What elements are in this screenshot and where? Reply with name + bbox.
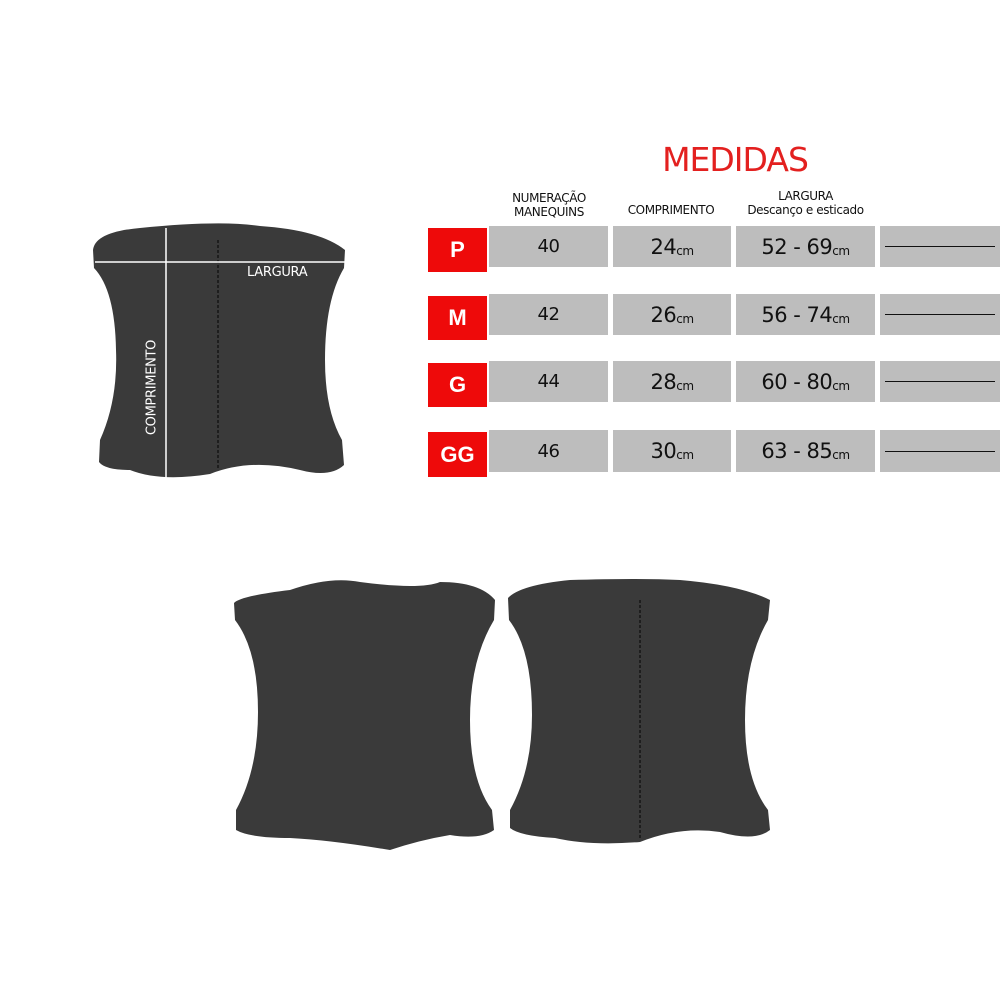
header-comprimento: COMPRIMENTO (627, 203, 715, 217)
header-largura: LARGURA Descanço e esticado (728, 189, 883, 217)
size-badge: M (428, 296, 487, 340)
page-title: MEDIDAS (662, 140, 809, 179)
manequim-cell: 42 (489, 294, 608, 335)
comprimento-value: 24 (650, 234, 677, 259)
manequim-value: 44 (537, 371, 560, 392)
blank-cell (880, 361, 1000, 402)
manequim-cell: 44 (489, 361, 608, 402)
header-numeracao: NUMERAÇÃO MANEQUINS (490, 191, 608, 219)
size-badge: P (428, 228, 487, 272)
comprimento-cell: 30 cm (613, 430, 731, 472)
corset-front-image (234, 580, 495, 850)
unit-label: cm (676, 448, 694, 462)
comprimento-value: 30 (650, 439, 677, 463)
blank-line (885, 381, 995, 382)
largura-cell: 63 - 85 cm (736, 430, 875, 472)
largura-value: 60 - 80 (761, 369, 833, 394)
largura-cell: 60 - 80 cm (736, 361, 875, 402)
manequim-cell: 46 (489, 430, 608, 472)
header-numeracao-line2: MANEQUINS (514, 205, 584, 219)
unit-label: cm (832, 448, 850, 462)
header-numeracao-line1: NUMERAÇÃO (512, 191, 586, 205)
largura-value: 56 - 74 (761, 302, 833, 327)
manequim-value: 42 (537, 304, 560, 325)
blank-line (885, 314, 995, 315)
comprimento-cell: 24 cm (613, 226, 731, 267)
unit-label: cm (676, 378, 694, 393)
width-label: LARGURA (247, 265, 308, 280)
largura-cell: 52 - 69 cm (736, 226, 875, 267)
blank-cell (880, 226, 1000, 267)
largura-cell: 56 - 74 cm (736, 294, 875, 335)
header-largura-line2: Descanço e esticado (747, 203, 864, 217)
unit-label: cm (676, 311, 694, 326)
manequim-cell: 40 (489, 226, 608, 267)
comprimento-value: 26 (650, 302, 677, 327)
unit-label: cm (832, 311, 850, 326)
size-badge: G (428, 363, 487, 407)
manequim-value: 46 (537, 440, 560, 462)
unit-label: cm (832, 243, 850, 258)
largura-value: 63 - 85 (761, 439, 833, 463)
largura-value: 52 - 69 (761, 234, 833, 259)
unit-label: cm (676, 243, 694, 258)
comprimento-cell: 28 cm (613, 361, 731, 402)
blank-cell (880, 430, 1000, 472)
comprimento-cell: 26 cm (613, 294, 731, 335)
comprimento-value: 28 (650, 369, 677, 394)
manequim-value: 40 (537, 236, 560, 257)
header-largura-line1: LARGURA (778, 189, 833, 203)
blank-line (885, 450, 995, 452)
blank-cell (880, 294, 1000, 335)
blank-line (885, 246, 995, 247)
unit-label: cm (832, 378, 850, 393)
length-label: COMPRIMENTO (144, 339, 160, 436)
size-badge: GG (428, 432, 487, 477)
